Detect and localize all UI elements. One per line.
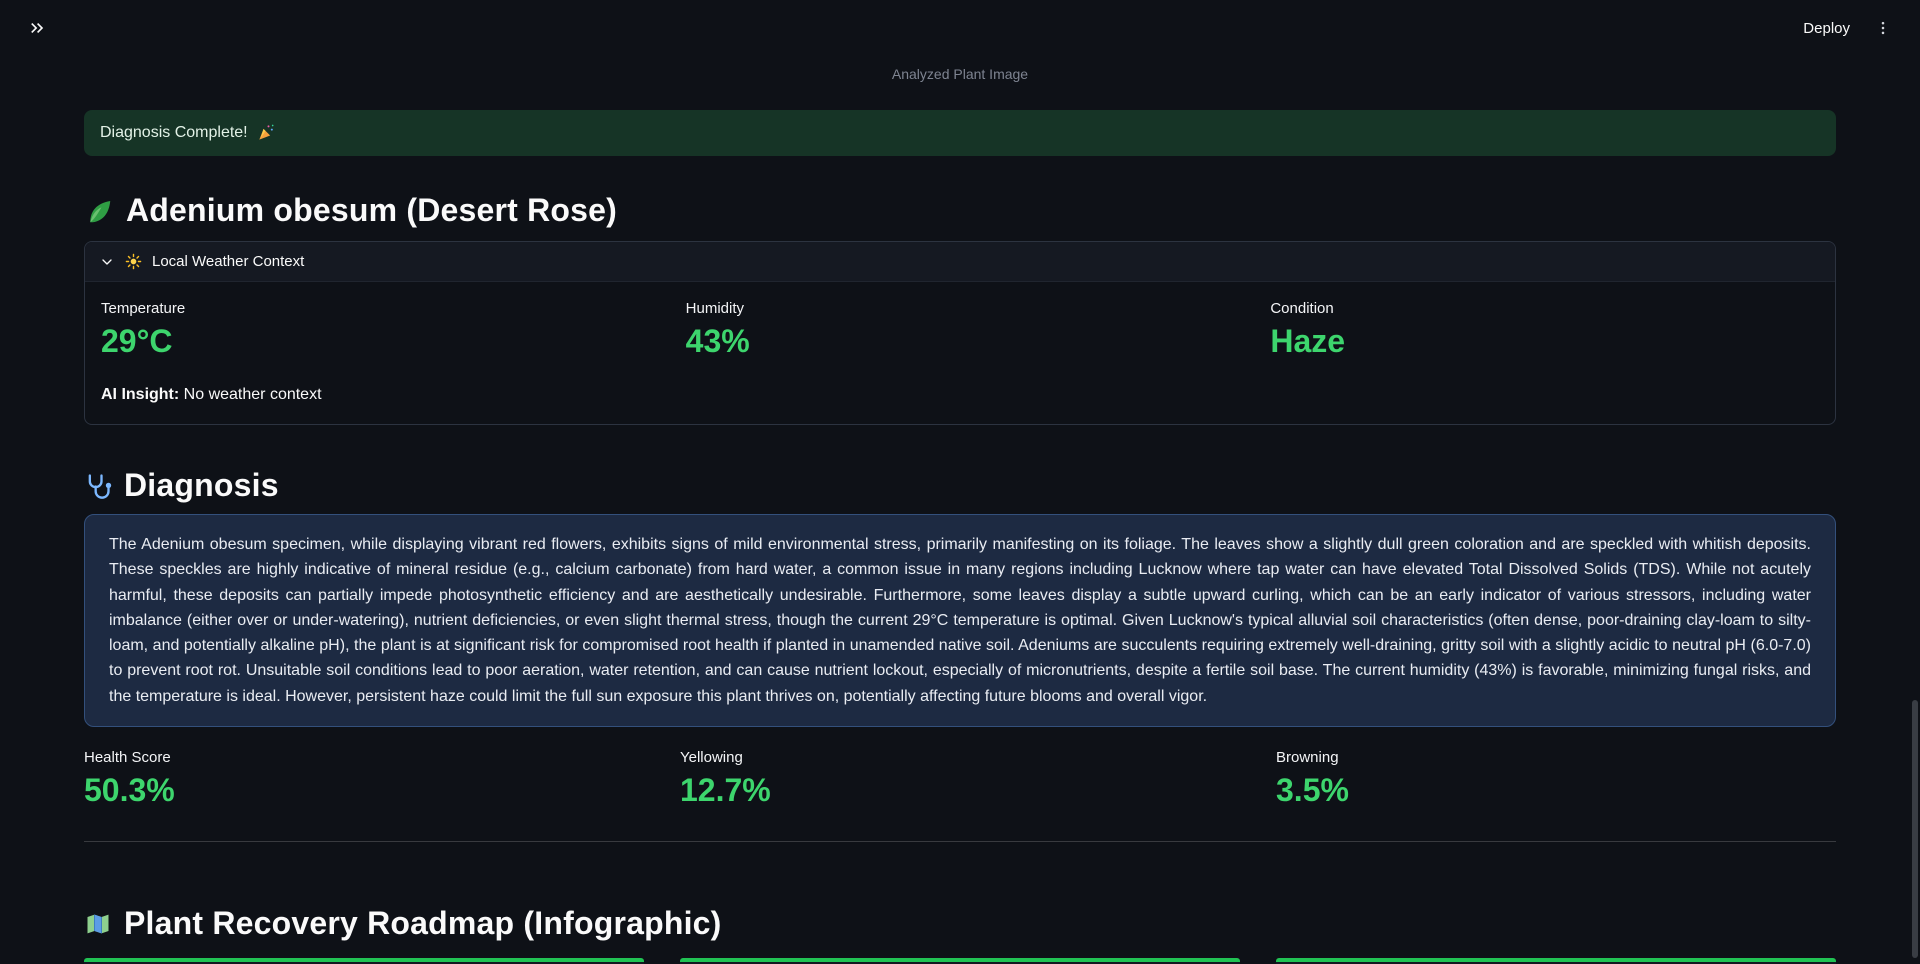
metric-label: Humidity: [685, 300, 745, 317]
metric-health-score: Health Score 50.3%: [84, 749, 644, 809]
ai-insight: AI Insight: No weather context: [101, 386, 1819, 404]
kebab-menu-icon: [1881, 21, 1885, 35]
metric-value: 3.5%: [1276, 771, 1349, 808]
ai-insight-label: AI Insight:: [101, 386, 180, 403]
divider: [84, 840, 1836, 842]
metric-value: 43%: [685, 323, 750, 359]
weather-expander-title: Local Weather Context: [152, 253, 305, 270]
metric-value: 50.3%: [84, 771, 175, 808]
map-icon: [84, 910, 112, 938]
health-metrics: Health Score 50.3% Yellowing 12.7% Brown…: [84, 749, 1836, 809]
metric-label: Yellowing: [680, 748, 743, 766]
roadmap-cards: [84, 958, 1836, 964]
roadmap-section: Plant Recovery Roadmap (Infographic): [84, 905, 1836, 964]
deploy-button[interactable]: Deploy: [1799, 14, 1854, 43]
diagnosis-heading: Diagnosis: [84, 467, 1836, 504]
roadmap-heading-text: Plant Recovery Roadmap (Infographic): [124, 905, 722, 941]
plant-name-text: Adenium obesum (Desert Rose): [126, 192, 618, 228]
roadmap-heading: Plant Recovery Roadmap (Infographic): [84, 905, 1836, 942]
ai-insight-text: No weather context: [183, 386, 322, 403]
metric-humidity: Humidity 43%: [686, 300, 1235, 360]
roadmap-card: [84, 958, 644, 964]
main-content: Analyzed Plant Image Diagnosis Complete!…: [84, 66, 1836, 842]
roadmap-card: [680, 958, 1240, 964]
stethoscope-icon: [84, 472, 112, 500]
metric-value: 12.7%: [680, 771, 771, 808]
metric-yellowing: Yellowing 12.7%: [680, 749, 1240, 809]
success-alert-text: Diagnosis Complete!: [100, 124, 248, 141]
main-menu-button[interactable]: [1866, 11, 1900, 45]
header-actions: Deploy: [1799, 11, 1900, 45]
metric-label: Temperature: [101, 300, 186, 317]
scrollbar-thumb[interactable]: [1912, 700, 1918, 958]
image-caption: Analyzed Plant Image: [891, 66, 1029, 82]
metric-browning: Browning 3.5%: [1276, 749, 1836, 809]
diagnosis-info-box: The Adenium obesum specimen, while displ…: [84, 514, 1836, 727]
weather-metrics: Temperature 29°C Humidity 43% Condition …: [101, 300, 1819, 360]
roadmap-card: [1276, 958, 1836, 964]
metric-label: Browning: [1276, 748, 1339, 766]
chevron-down-icon: [99, 254, 115, 270]
party-popper-icon: [256, 123, 276, 143]
metric-condition: Condition Haze: [1270, 300, 1819, 360]
weather-expander: Local Weather Context Temperature 29°C H…: [84, 241, 1836, 425]
metric-label: Health Score: [84, 748, 171, 766]
diagnosis-text: The Adenium obesum specimen, while displ…: [109, 536, 1811, 705]
metric-value: Haze: [1270, 323, 1346, 359]
metric-value: 29°C: [101, 323, 173, 359]
metric-label: Condition: [1270, 300, 1334, 317]
metric-temperature: Temperature 29°C: [101, 300, 650, 360]
success-alert: Diagnosis Complete!: [84, 110, 1836, 156]
leaf-icon: [84, 196, 114, 226]
app-header: Deploy: [0, 0, 1920, 56]
weather-expander-header[interactable]: Local Weather Context: [85, 242, 1835, 282]
plant-name-heading: Adenium obesum (Desert Rose): [84, 192, 1836, 229]
weather-expander-body: Temperature 29°C Humidity 43% Condition …: [85, 282, 1835, 424]
double-chevron-right-icon: [31, 23, 44, 33]
diagnosis-heading-text: Diagnosis: [124, 467, 279, 503]
expand-sidebar-button[interactable]: [20, 11, 54, 45]
sun-icon: [125, 253, 142, 270]
